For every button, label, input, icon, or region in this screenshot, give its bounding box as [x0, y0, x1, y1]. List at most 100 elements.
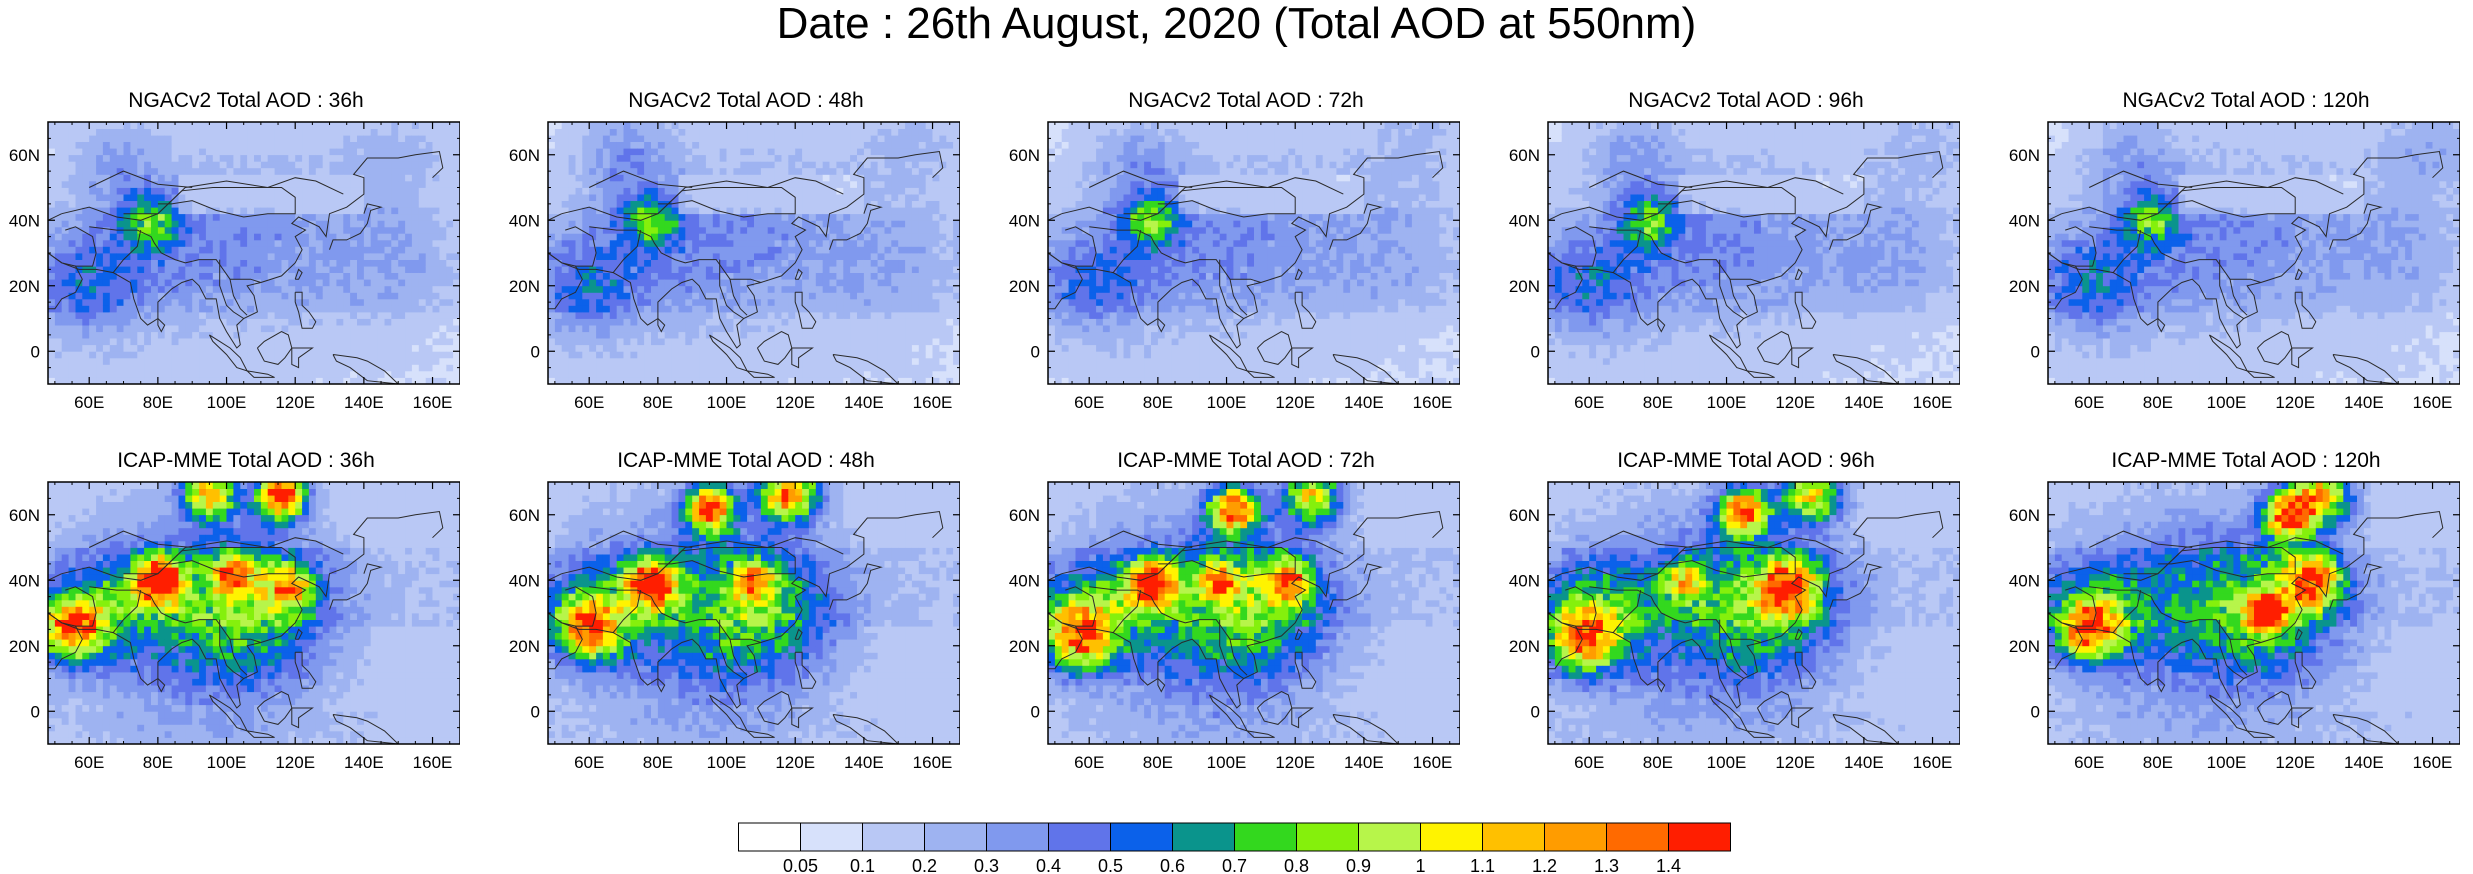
- lat-tick-label: 60N: [9, 506, 40, 525]
- lon-tick-label: 100E: [1707, 393, 1747, 412]
- lon-tick-label: 100E: [707, 393, 747, 412]
- lat-tick-label: 60N: [1009, 146, 1040, 165]
- colorbar-box: [862, 822, 925, 852]
- panel-title: NGACv2 Total AOD : 48h: [540, 88, 952, 114]
- lat-tick-label: 0: [1031, 702, 1040, 721]
- lon-tick-label: 120E: [1775, 393, 1815, 412]
- lon-tick-label: 120E: [275, 753, 315, 772]
- figure-title: Date : 26th August, 2020 (Total AOD at 5…: [0, 0, 2473, 48]
- map-plot: 0 20N 40N 60N 60E 80E 100E 120E 140E 160E: [1009, 481, 1460, 772]
- lon-tick-label: 60E: [2074, 753, 2104, 772]
- colorbar-label: 0.9: [1346, 856, 1371, 874]
- lon-tick-label: 160E: [913, 753, 953, 772]
- colorbar-box: [1048, 822, 1111, 852]
- lon-tick-label: 100E: [2207, 753, 2247, 772]
- colorbar-box: [1606, 822, 1669, 852]
- coastlines: [2048, 150, 2444, 384]
- aod-field: [2048, 122, 2460, 384]
- lat-tick-label: 40N: [2009, 211, 2040, 230]
- lat-tick-label: 40N: [1509, 571, 1540, 590]
- lon-tick-label: 120E: [1275, 753, 1315, 772]
- lon-tick-label: 60E: [1074, 753, 1104, 772]
- lon-tick-label: 140E: [1844, 753, 1884, 772]
- lon-tick-label: 80E: [143, 393, 173, 412]
- colorbar-label: 0.5: [1098, 856, 1123, 874]
- colorbar-box: [1482, 822, 1545, 852]
- colorbar-label: 0.8: [1284, 856, 1309, 874]
- lat-tick-label: 60N: [509, 506, 540, 525]
- lat-tick-label: 60N: [509, 146, 540, 165]
- lon-tick-label: 80E: [1643, 753, 1673, 772]
- colorbar-label: 1.1: [1470, 856, 1495, 874]
- colorbar-box: [1110, 822, 1173, 852]
- colorbar-label: 1.2: [1532, 856, 1557, 874]
- map-panel: ICAP-MME Total AOD : 36h 0 20N 40N 60N 60E 80E…: [0, 448, 460, 778]
- colorbar-box: [1172, 822, 1235, 852]
- lat-tick-label: 40N: [2009, 571, 2040, 590]
- coastlines: [48, 150, 444, 384]
- lat-tick-label: 20N: [1509, 637, 1540, 656]
- lat-tick-label: 40N: [509, 571, 540, 590]
- colorbar-label: 0.3: [974, 856, 999, 874]
- lon-tick-label: 140E: [1344, 753, 1384, 772]
- lat-tick-label: 40N: [9, 211, 40, 230]
- coastlines: [548, 510, 944, 744]
- lon-tick-label: 140E: [2344, 753, 2384, 772]
- coastlines: [1548, 150, 1944, 384]
- lat-tick-label: 20N: [2009, 637, 2040, 656]
- lat-tick-label: 60N: [1509, 506, 1540, 525]
- lat-tick-label: 40N: [1009, 211, 1040, 230]
- lon-tick-label: 100E: [207, 753, 247, 772]
- map-panel: ICAP-MME Total AOD : 48h 0 20N 40N 60N 60E 80E…: [500, 448, 960, 778]
- colorbar-box: [924, 822, 987, 852]
- lat-tick-label: 60N: [2009, 506, 2040, 525]
- lat-tick-label: 60N: [2009, 146, 2040, 165]
- lon-tick-label: 80E: [643, 753, 673, 772]
- lat-tick-label: 20N: [9, 637, 40, 656]
- lon-tick-label: 120E: [1275, 393, 1315, 412]
- lon-tick-label: 160E: [413, 753, 453, 772]
- lon-tick-label: 60E: [1074, 393, 1104, 412]
- lat-tick-label: 20N: [2009, 277, 2040, 296]
- coastlines: [1048, 150, 1444, 384]
- lat-tick-label: 0: [1031, 342, 1040, 361]
- panel-title: NGACv2 Total AOD : 36h: [40, 88, 452, 114]
- colorbar-box: [1420, 822, 1483, 852]
- colorbar-box: [1296, 822, 1359, 852]
- aod-field: [48, 482, 460, 744]
- lon-tick-label: 160E: [913, 393, 953, 412]
- lon-tick-label: 140E: [344, 393, 384, 412]
- lon-tick-label: 80E: [143, 753, 173, 772]
- map-plot: 0 20N 40N 60N 60E 80E 100E 120E 140E 160E: [509, 481, 960, 772]
- colorbar-label: 0.6: [1160, 856, 1185, 874]
- lon-tick-label: 160E: [1913, 393, 1953, 412]
- map-panel: ICAP-MME Total AOD : 120h 0 20N 40N 60N 60E 80…: [2000, 448, 2460, 778]
- map-plot: 0 20N 40N 60N 60E 80E 100E 120E 140E 160E: [2009, 481, 2460, 772]
- coastlines: [2048, 510, 2444, 744]
- lon-tick-label: 140E: [2344, 393, 2384, 412]
- map-plot: 0 20N 40N 60N 60E 80E 100E 120E 140E 160E: [1009, 121, 1460, 412]
- colorbar-label: 1: [1415, 856, 1425, 874]
- lon-tick-label: 120E: [2275, 393, 2315, 412]
- lat-tick-label: 60N: [1009, 506, 1040, 525]
- panel-title: NGACv2 Total AOD : 72h: [1040, 88, 1452, 114]
- lon-tick-label: 60E: [74, 753, 104, 772]
- lat-tick-label: 0: [531, 702, 540, 721]
- aod-field: [2048, 482, 2460, 744]
- lat-tick-label: 20N: [1009, 637, 1040, 656]
- map-plot: 0 20N 40N 60N 60E 80E 100E 120E 140E 160E: [1509, 121, 1960, 412]
- colorbar-box: [1668, 822, 1731, 852]
- lon-tick-label: 140E: [344, 753, 384, 772]
- panel-title: ICAP-MME Total AOD : 120h: [2040, 448, 2452, 474]
- colorbar-box: [1234, 822, 1297, 852]
- lon-tick-label: 160E: [2413, 753, 2453, 772]
- lon-tick-label: 120E: [1775, 753, 1815, 772]
- lon-tick-label: 80E: [643, 393, 673, 412]
- lat-tick-label: 0: [31, 702, 40, 721]
- lat-tick-label: 60N: [1509, 146, 1540, 165]
- panel-title: ICAP-MME Total AOD : 96h: [1540, 448, 1952, 474]
- colorbar-label: 1.3: [1594, 856, 1619, 874]
- lat-tick-label: 20N: [1509, 277, 1540, 296]
- lat-tick-label: 0: [2031, 342, 2040, 361]
